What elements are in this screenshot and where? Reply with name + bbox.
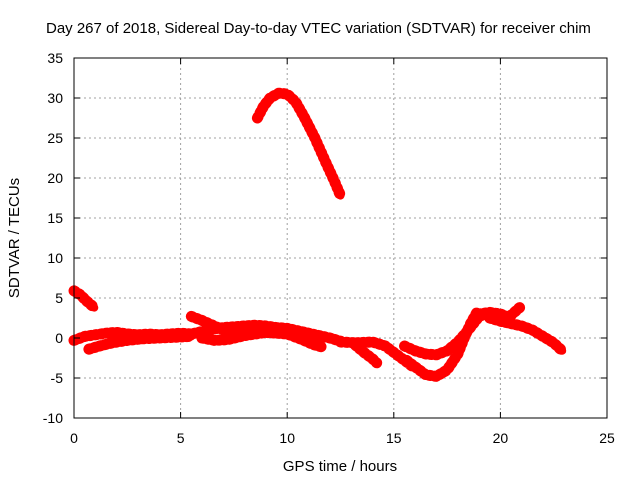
data-series-arc-11-markers	[473, 302, 526, 323]
x-tick-label: 10	[279, 430, 295, 446]
x-tick-label: 5	[177, 430, 185, 446]
x-tick-label: 25	[599, 430, 615, 446]
y-tick-label: -5	[51, 370, 64, 386]
data-layer	[68, 87, 568, 382]
y-tick-label: 15	[47, 210, 63, 226]
y-tick-label: 35	[47, 50, 63, 66]
data-series-arc-6-markers	[196, 326, 327, 353]
x-axis: 0 5 10 15 20 25	[70, 58, 615, 446]
x-tick-label: 0	[70, 430, 78, 446]
data-series-arc-4-markers	[83, 330, 197, 355]
data-series-arc-8-markers	[349, 339, 383, 369]
x-tick-label: 20	[493, 430, 509, 446]
data-series-arc-10-markers	[401, 306, 483, 382]
y-tick-label: 25	[47, 130, 63, 146]
y-tick-label: 20	[47, 170, 63, 186]
y-axis-label: SDTVAR / TECUs	[6, 178, 23, 298]
data-series-arc-2-markers	[251, 87, 346, 202]
chart-title: Day 267 of 2018, Sidereal Day-to-day VTE…	[46, 20, 591, 37]
data-series-arc-5-markers	[185, 310, 240, 339]
x-tick-label: 15	[386, 430, 402, 446]
plot-frame	[73, 57, 608, 419]
grid-layer	[74, 58, 607, 418]
y-tick-label: 0	[55, 330, 63, 346]
x-axis-label: GPS time / hours	[283, 458, 397, 475]
data-series-arc-3-markers	[68, 319, 346, 347]
y-tick-label: 10	[47, 250, 63, 266]
y-tick-label: 30	[47, 90, 63, 106]
y-axis: -10 -5 0 5 10 15 20 25 30 35	[43, 50, 607, 426]
data-series-arc-12-markers	[484, 312, 568, 357]
y-tick-label: -10	[43, 410, 63, 426]
data-series-arc-1-markers	[68, 285, 100, 314]
plot-border	[73, 57, 608, 419]
y-tick-label: 5	[55, 290, 63, 306]
